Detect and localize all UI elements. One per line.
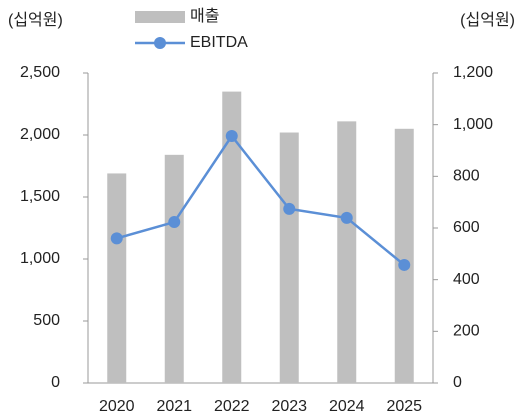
line	[116, 133, 406, 266]
y-tick-label: 2,500	[20, 64, 60, 81]
y2-tick-label: 1,200	[453, 64, 493, 81]
y-tick-label: 500	[33, 312, 60, 329]
y2-tick-label: 200	[453, 323, 480, 340]
x-tick-label: 2025	[386, 398, 422, 415]
x-tick-label: 2023	[271, 398, 307, 415]
marker	[225, 130, 238, 143]
marker	[110, 232, 123, 245]
marker	[340, 211, 353, 224]
marker	[283, 202, 296, 215]
x-tick-label: 2024	[329, 398, 365, 415]
y-axis-label: (십억원)	[8, 11, 63, 29]
y-tick-label: 2,000	[20, 126, 60, 143]
bar	[222, 91, 242, 383]
x-tick-label: 2022	[214, 398, 250, 415]
y2-tick-label: 800	[453, 168, 480, 185]
y2-tick-label: 0	[453, 374, 462, 391]
legend-label: 매출	[190, 7, 219, 25]
x-tick-label: 2020	[99, 398, 135, 415]
bar	[107, 173, 127, 383]
y2-tick-label: 400	[453, 271, 480, 288]
legend-swatch	[154, 37, 166, 49]
marker	[398, 258, 411, 271]
bar	[164, 154, 184, 383]
x-tick-label: 2021	[156, 398, 192, 415]
bar	[337, 121, 357, 384]
marker	[168, 216, 181, 229]
bar	[279, 132, 299, 383]
y2-axis-label: (십억원)	[460, 11, 515, 29]
y2-tick-label: 1,000	[453, 116, 493, 133]
y-tick-label: 1,500	[20, 188, 60, 205]
legend-swatch	[135, 11, 185, 23]
bar	[394, 128, 414, 383]
y2-tick-label: 600	[453, 219, 480, 236]
y-tick-label: 0	[51, 374, 60, 391]
y-tick-label: 1,000	[20, 250, 60, 267]
legend-label: EBITDA	[190, 34, 248, 51]
